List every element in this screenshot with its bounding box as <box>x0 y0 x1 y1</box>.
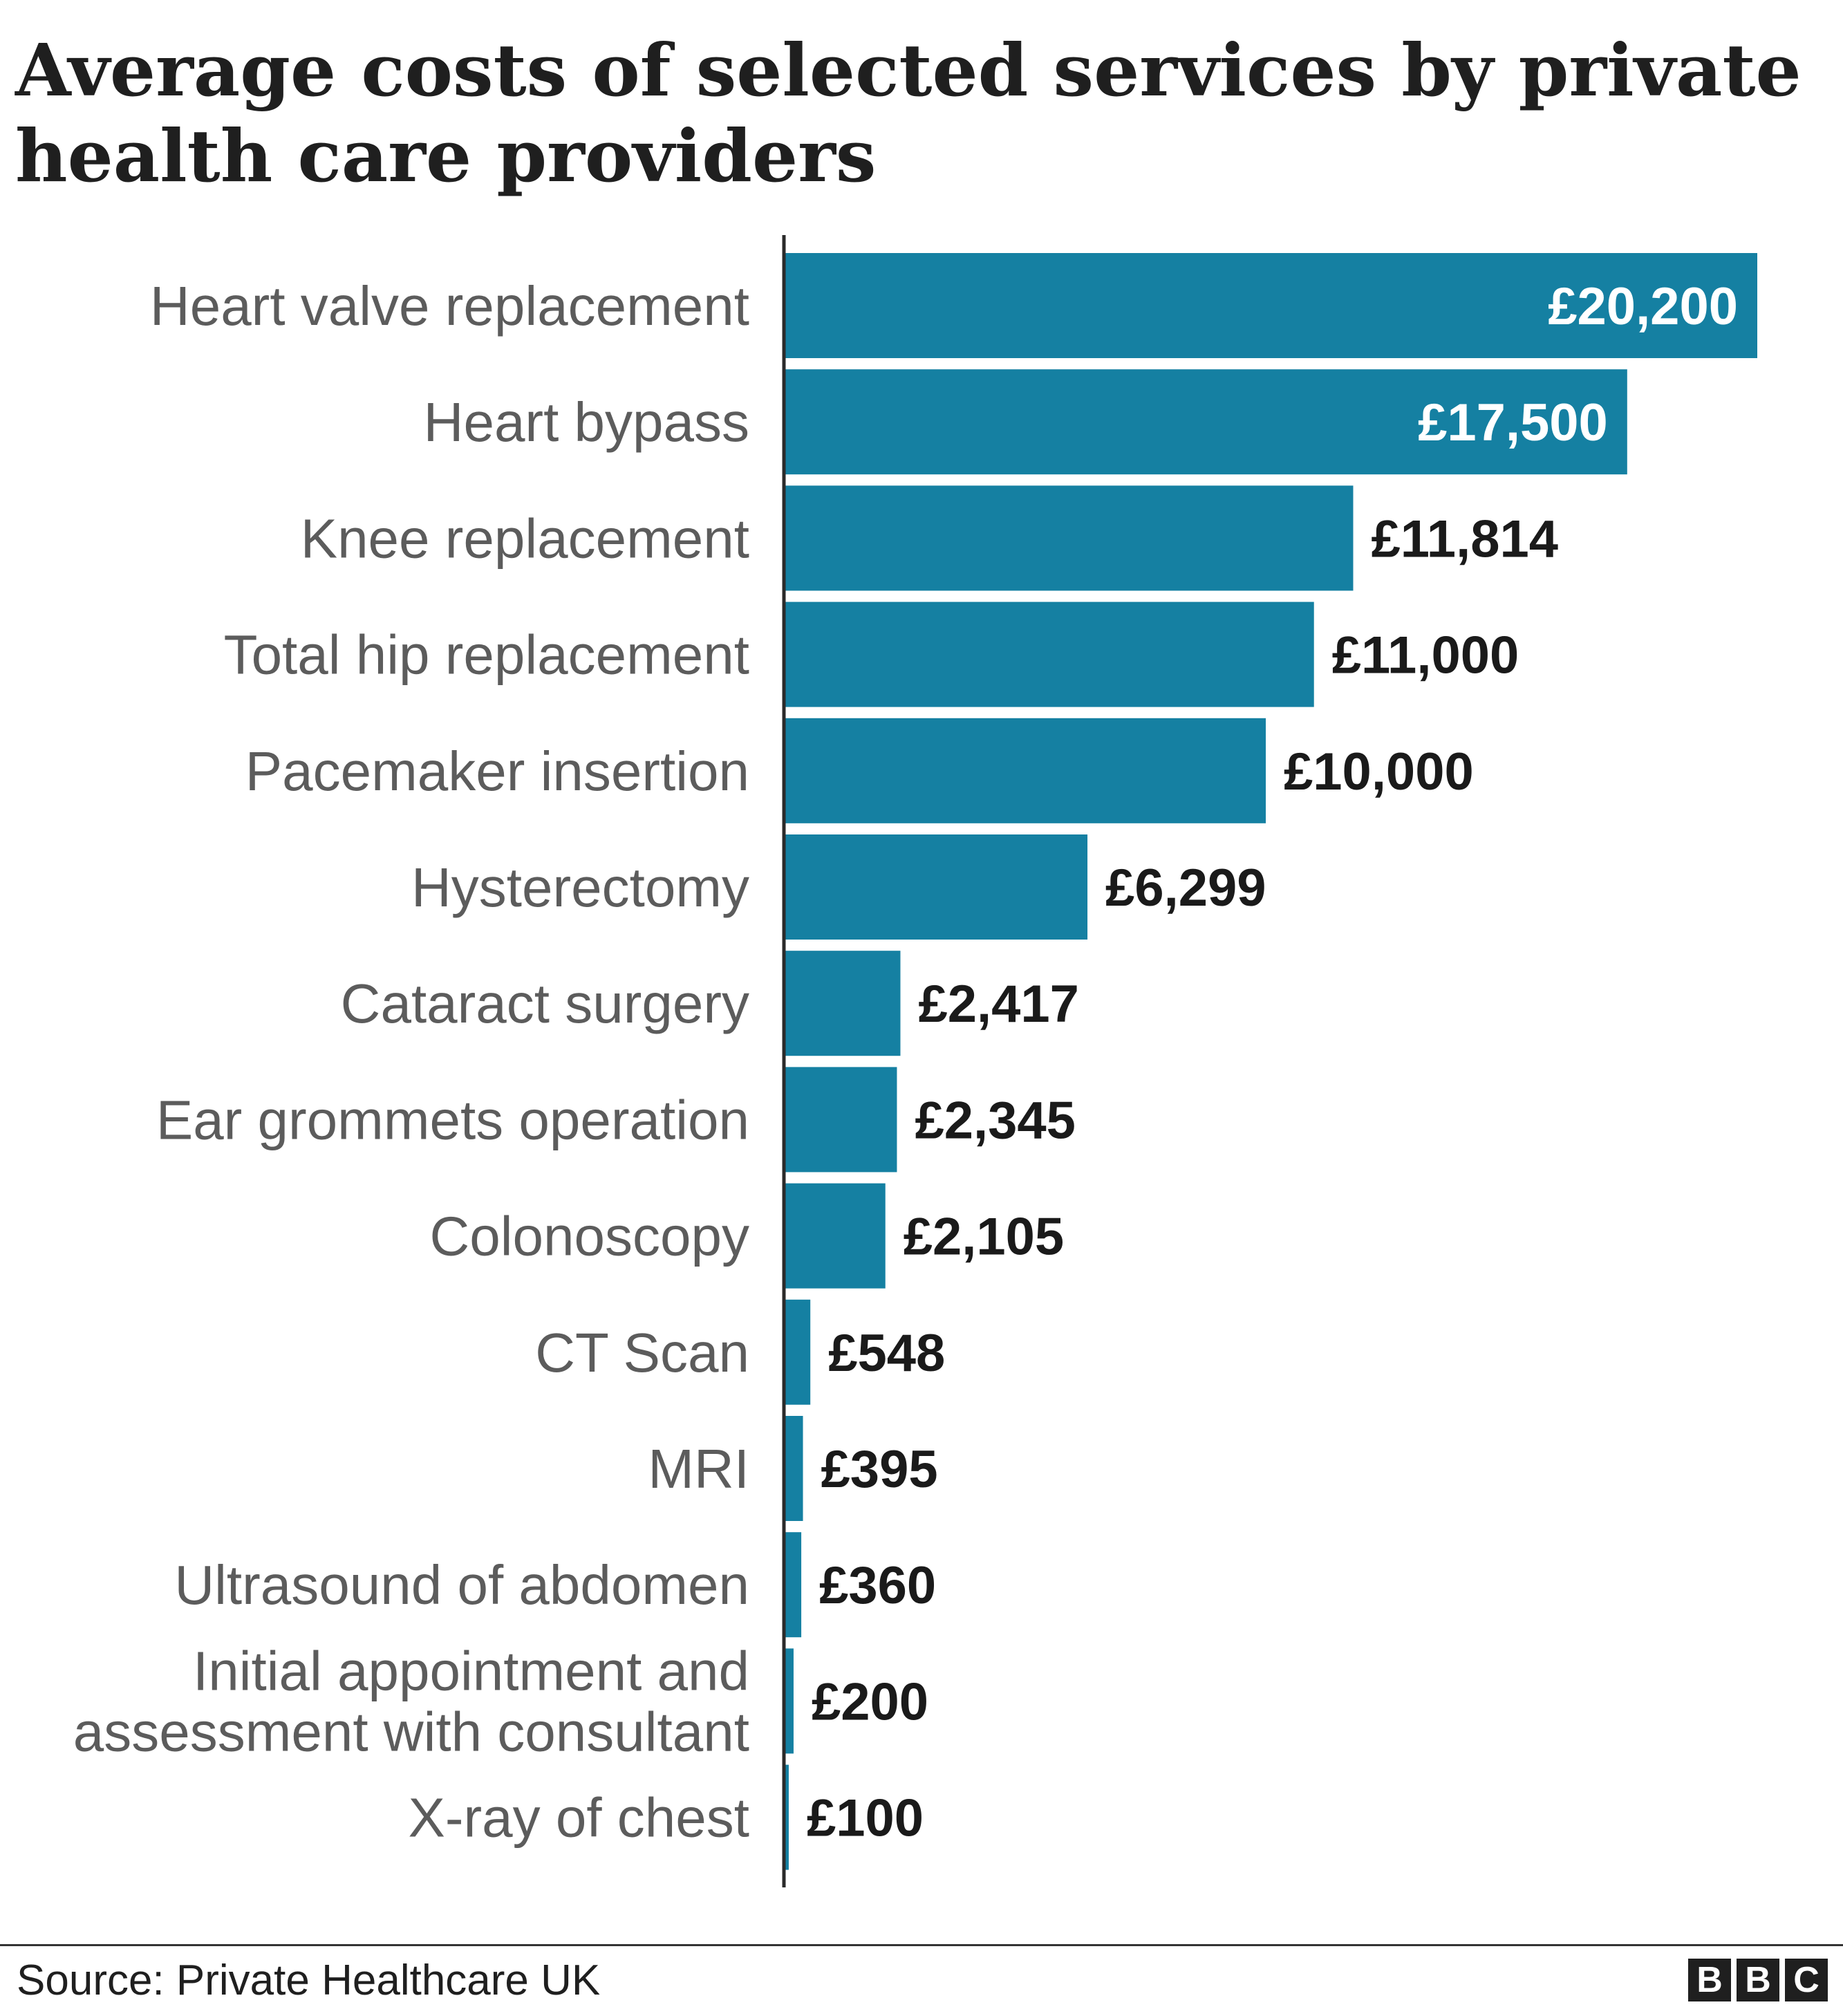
value-label: £2,345 <box>915 1091 1075 1150</box>
footer-divider <box>0 1944 1843 1946</box>
value-label: £100 <box>807 1789 924 1848</box>
category-labels: Heart valve replacement Heart bypass Knee … <box>73 275 749 1849</box>
value-label: £2,105 <box>904 1208 1064 1267</box>
bar <box>784 601 1314 707</box>
bar <box>784 485 1354 591</box>
category-label: Heart valve replacement <box>150 275 749 337</box>
category-label: Total hip replacement <box>224 624 749 686</box>
bar <box>784 253 1757 358</box>
logo-letter-c: C <box>1785 1959 1828 2001</box>
bar <box>784 1183 886 1289</box>
source-note: Source: Private Healthcare UK <box>17 1957 601 2004</box>
bbc-logo: B B C <box>1688 1959 1828 2001</box>
value-label: £548 <box>828 1324 945 1383</box>
category-label: Heart bypass <box>424 391 749 453</box>
category-label: Pacemaker insertion <box>245 740 749 802</box>
value-label: £200 <box>812 1672 928 1731</box>
bar <box>784 1532 802 1638</box>
bar <box>784 369 1627 475</box>
category-label: MRI <box>648 1438 749 1500</box>
value-label: £11,814 <box>1371 510 1558 568</box>
logo-letter-b1: B <box>1688 1959 1731 2001</box>
value-label: £11,000 <box>1332 626 1519 685</box>
category-label: Ultrasound of abdomen <box>174 1554 749 1616</box>
bar <box>784 951 901 1056</box>
category-label: CT Scan <box>535 1322 749 1383</box>
value-labels: £20,200 £17,500 £11,814 £11,000 £10,000 £6,29… <box>807 277 1738 1848</box>
bar <box>784 834 1088 940</box>
category-label: Knee replacement <box>301 507 749 569</box>
value-label: £6,299 <box>1105 859 1266 917</box>
bars <box>784 253 1757 1870</box>
category-label: Initial appointment and assessment with c… <box>73 1640 749 1762</box>
category-label: Cataract surgery <box>341 973 749 1034</box>
bar <box>784 1648 794 1754</box>
bar <box>784 718 1266 823</box>
value-label: £17,500 <box>1418 393 1608 452</box>
value-label: £20,200 <box>1548 277 1738 336</box>
bar <box>784 1764 789 1870</box>
bar <box>784 1416 803 1521</box>
bar <box>784 1299 811 1405</box>
category-label: Ear grommets operation <box>156 1089 749 1150</box>
category-label: Colonoscopy <box>430 1206 750 1267</box>
value-label: £2,417 <box>918 975 1078 1034</box>
category-label: X-ray of chest <box>408 1787 749 1849</box>
logo-letter-b2: B <box>1737 1959 1779 2001</box>
category-label: Hysterectomy <box>411 857 749 918</box>
value-label: £10,000 <box>1284 743 1474 801</box>
chart-title: Average costs of selected services by pr… <box>15 28 1802 198</box>
value-label: £395 <box>821 1440 938 1499</box>
value-label: £360 <box>819 1556 936 1615</box>
bar <box>784 1067 897 1173</box>
